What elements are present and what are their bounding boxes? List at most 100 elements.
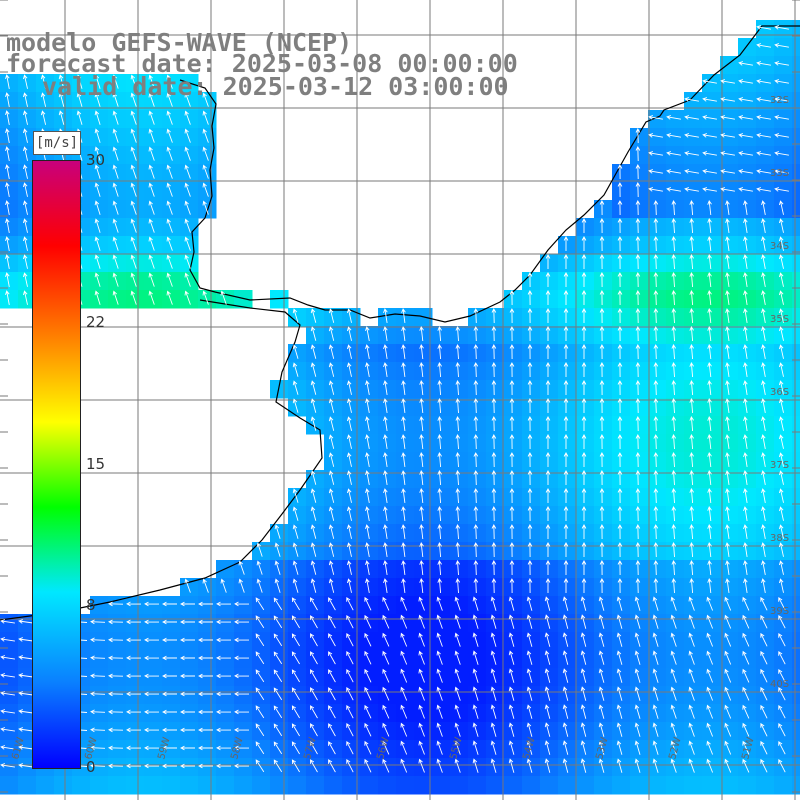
wind-arrow xyxy=(202,128,209,143)
wind-cell xyxy=(792,254,800,273)
wind-cell xyxy=(720,92,739,111)
wind-cell xyxy=(720,110,739,129)
wind-cell xyxy=(162,236,181,255)
wind-arrow xyxy=(454,614,461,629)
wind-cell xyxy=(486,470,505,489)
wind-arrow xyxy=(166,110,173,125)
wind-arrow xyxy=(166,182,173,197)
wind-arrow xyxy=(671,416,677,432)
wind-arrow xyxy=(526,722,533,737)
wind-arrow xyxy=(198,673,213,679)
wind-arrow xyxy=(184,290,191,305)
wind-arrow xyxy=(166,74,173,89)
wind-arrow xyxy=(437,542,442,558)
wind-arrow xyxy=(707,362,712,378)
wind-arrow xyxy=(634,686,641,701)
wind-arrow xyxy=(382,758,390,773)
wind-arrow xyxy=(130,200,137,215)
wind-cell xyxy=(756,560,775,579)
wind-cell xyxy=(468,614,487,633)
wind-arrow xyxy=(184,236,191,251)
wind-cell xyxy=(738,596,757,615)
wind-arrow xyxy=(202,182,209,197)
wind-arrow xyxy=(634,668,641,683)
wind-arrow xyxy=(689,308,694,324)
wind-cell xyxy=(774,758,793,777)
wind-cell xyxy=(594,488,613,507)
wind-cell xyxy=(162,92,181,111)
wind-cell xyxy=(108,272,127,291)
wind-arrow xyxy=(653,254,659,270)
wind-cell xyxy=(558,416,577,435)
wind-arrow xyxy=(778,470,784,485)
wind-arrow xyxy=(365,326,370,341)
wind-arrow xyxy=(346,614,354,629)
wind-cell xyxy=(522,758,541,777)
wind-cell xyxy=(162,74,181,93)
wind-arrow xyxy=(490,632,497,647)
wind-arrow xyxy=(436,614,443,629)
wind-cell xyxy=(792,362,800,381)
wind-cell xyxy=(612,326,631,345)
wind-arrow xyxy=(725,470,730,485)
wind-arrow xyxy=(761,200,766,215)
wind-arrow xyxy=(724,650,732,665)
wind-arrow xyxy=(545,344,551,359)
wind-cell xyxy=(648,344,667,363)
wind-arrow xyxy=(580,668,587,683)
wind-arrow xyxy=(707,326,712,342)
wind-cell xyxy=(648,650,667,669)
wind-cell xyxy=(558,650,577,669)
wind-cell xyxy=(756,632,775,651)
wind-cell xyxy=(342,776,361,795)
wind-arrow xyxy=(238,560,245,575)
wind-cell xyxy=(468,722,487,741)
wind-cell xyxy=(720,524,739,543)
wind-arrow xyxy=(581,344,587,359)
wind-arrow xyxy=(436,704,443,719)
wind-cell xyxy=(378,596,397,615)
wind-cell xyxy=(396,668,415,687)
wind-arrow xyxy=(742,596,750,611)
wind-cell xyxy=(180,668,199,687)
wind-cell xyxy=(630,524,649,543)
wind-cell xyxy=(144,128,163,147)
wind-cell xyxy=(630,578,649,597)
wind-arrow xyxy=(18,619,33,624)
wind-arrow xyxy=(216,709,232,715)
wind-cell xyxy=(738,254,757,273)
wind-arrow xyxy=(509,308,515,324)
wind-cell xyxy=(774,218,793,237)
wind-arrow xyxy=(292,398,299,413)
wind-cell xyxy=(594,776,613,795)
wind-arrow xyxy=(58,110,65,125)
wind-cell xyxy=(360,470,379,489)
wind-arrow xyxy=(774,169,789,174)
wind-arrow xyxy=(688,740,695,755)
wind-cell xyxy=(720,398,739,417)
wind-arrow xyxy=(94,272,101,287)
wind-cell xyxy=(90,686,109,705)
wind-cell xyxy=(558,452,577,471)
wind-arrow xyxy=(455,542,461,558)
wind-cell xyxy=(630,272,649,291)
wind-arrow xyxy=(743,506,748,521)
wind-arrow xyxy=(652,614,659,629)
wind-arrow xyxy=(148,110,155,125)
wind-cell xyxy=(360,452,379,471)
wind-cell xyxy=(108,254,127,273)
wind-arrow xyxy=(365,506,370,521)
wind-cell xyxy=(450,488,469,507)
wind-arrow xyxy=(310,344,317,359)
wind-cell xyxy=(396,452,415,471)
wind-cell xyxy=(0,146,19,165)
wind-cell xyxy=(234,686,253,705)
wind-arrow xyxy=(544,686,551,701)
wind-arrow xyxy=(743,398,748,413)
wind-arrow xyxy=(725,434,730,449)
wind-arrow xyxy=(364,686,372,701)
wind-cell xyxy=(198,290,217,309)
wind-arrow xyxy=(778,488,784,503)
wind-arrow xyxy=(509,542,515,558)
wind-arrow xyxy=(670,740,677,755)
